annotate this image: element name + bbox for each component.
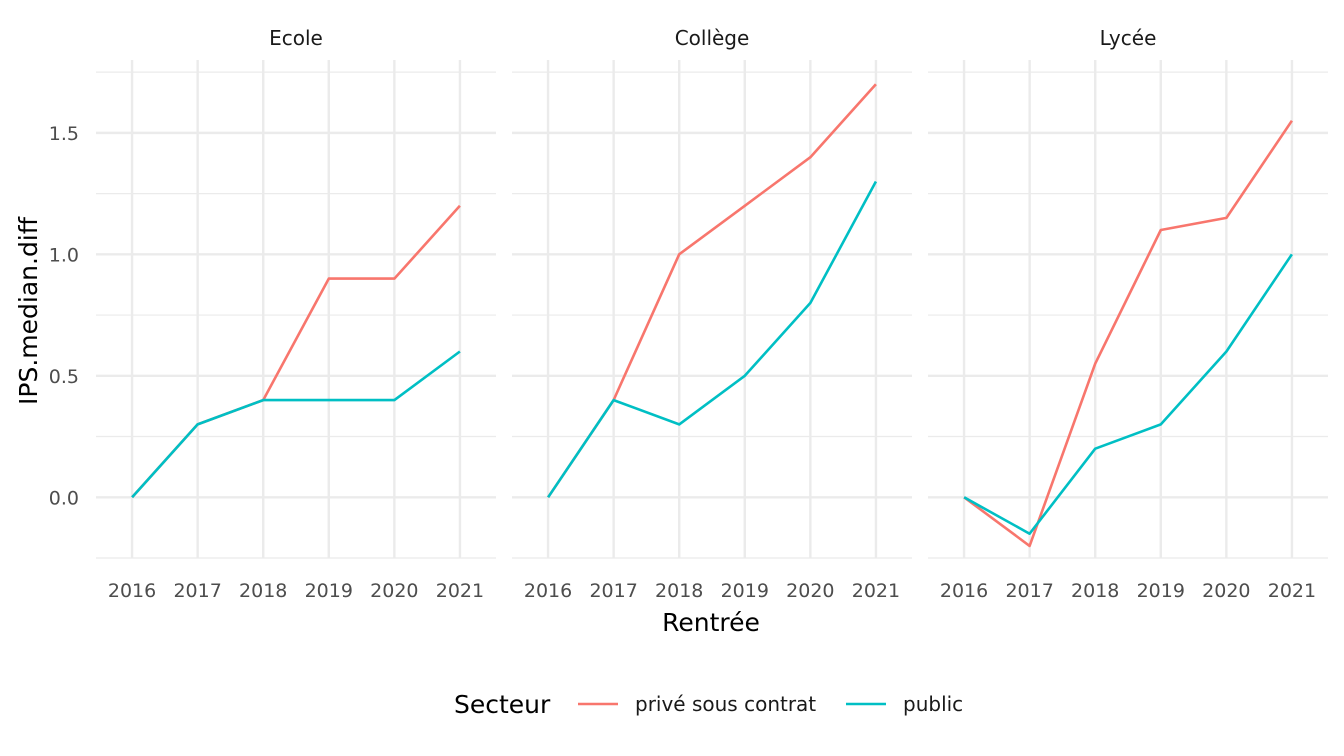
series-line-prive [963,119,1293,548]
legend-label: privé sous contrat [635,692,816,716]
x-tick-label: 2021 [1268,580,1316,602]
x-tick-label: 2019 [721,580,769,602]
x-tick-label: 2018 [655,580,703,602]
legend-title: Secteur [454,690,551,719]
legend-label: public [903,692,963,716]
y-tick-label: 1.5 [49,123,79,145]
series-line-prive [547,83,877,499]
x-tick-label: 2017 [1005,580,1053,602]
y-tick-label: 0.5 [49,366,79,388]
x-tick-label: 2019 [305,580,353,602]
y-axis-title: IPS.median.diff [14,216,43,405]
x-tick-label: 2019 [1137,580,1185,602]
x-tick-label: 2016 [108,580,156,602]
x-tick-label: 2018 [1071,580,1119,602]
x-tick-label: 2016 [940,580,988,602]
y-tick-label: 1.0 [49,244,79,266]
y-tick-label: 0.0 [49,487,79,509]
series-line-prive [131,204,461,499]
series-line-public [547,180,878,499]
x-tick-label: 2020 [1202,580,1250,602]
facet-label: Ecole [269,26,323,50]
x-tick-label: 2021 [852,580,900,602]
x-axis-title: Rentrée [662,608,760,637]
x-tick-label: 2017 [173,580,221,602]
x-tick-label: 2020 [786,580,834,602]
x-tick-label: 2021 [436,580,484,602]
x-tick-label: 2020 [370,580,418,602]
x-tick-label: 2017 [589,580,637,602]
x-tick-label: 2018 [239,580,287,602]
series-line-public [131,350,461,499]
series-line-public [963,253,1293,536]
x-tick-label: 2016 [524,580,572,602]
facet-label: Collège [675,26,750,50]
facet-label: Lycée [1100,26,1157,50]
